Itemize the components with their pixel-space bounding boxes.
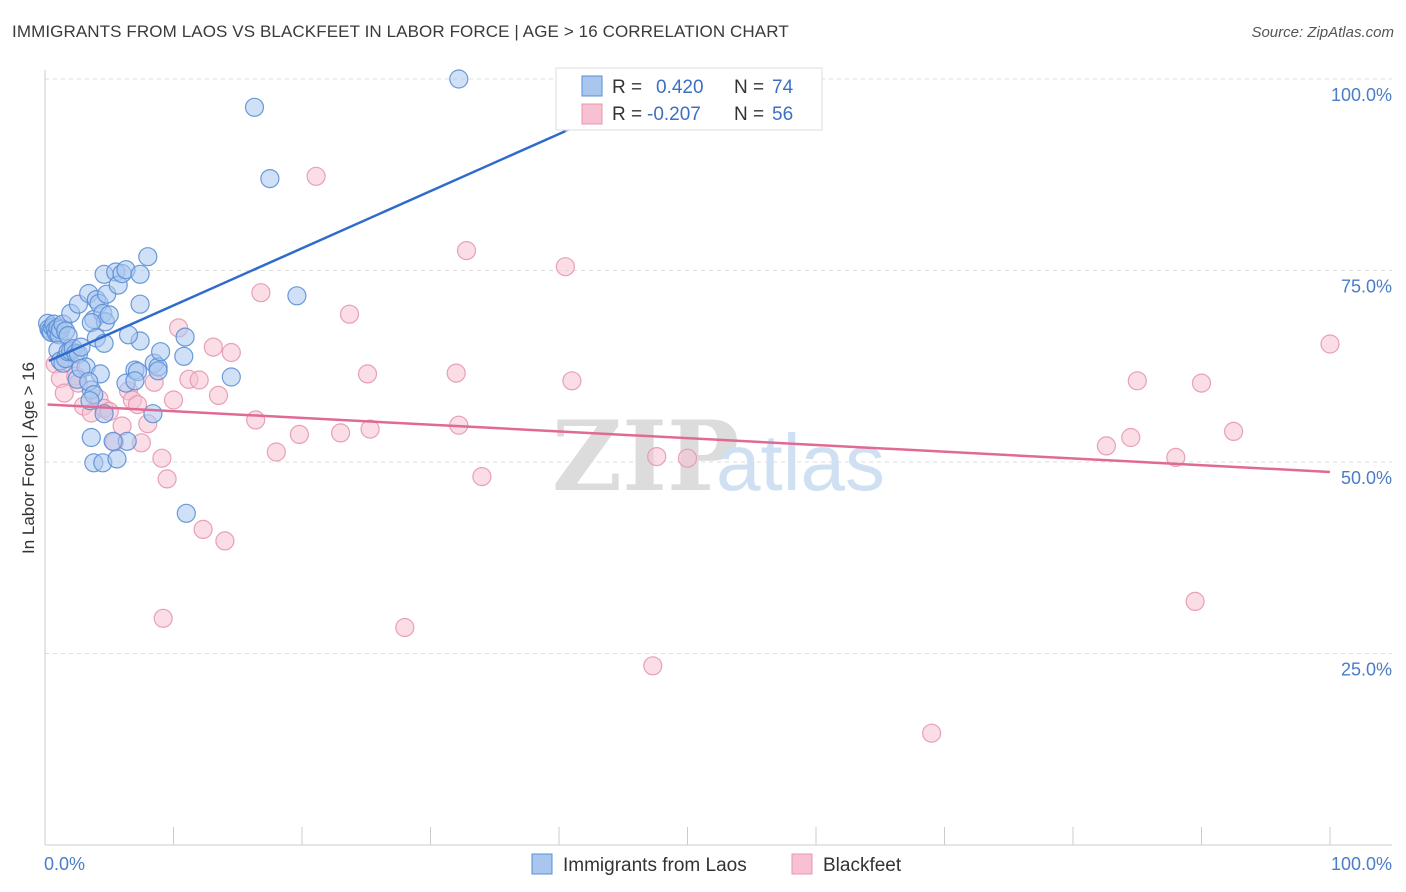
point-blackfeet-22 bbox=[163, 390, 184, 410]
point-blackfeet-43 bbox=[456, 241, 477, 261]
axes bbox=[44, 70, 1392, 846]
point-blackfeet-51 bbox=[1096, 436, 1117, 456]
legend-swatch-blackfeet bbox=[581, 103, 603, 125]
point-blackfeet-45 bbox=[555, 257, 576, 277]
point-laos-50 bbox=[130, 264, 150, 284]
legend-n-value-1: 74 bbox=[772, 77, 794, 98]
point-laos-35 bbox=[99, 305, 119, 325]
source-credit: Source: ZipAtlas.com bbox=[1251, 24, 1394, 41]
legend-r-label-1: R = bbox=[612, 77, 642, 98]
correlation-legend: R = 0.420 N = 74 R = -0.207 N = 56 bbox=[555, 67, 823, 131]
point-laos-59 bbox=[151, 342, 171, 362]
point-laos-62 bbox=[125, 371, 145, 391]
point-blackfeet-19 bbox=[152, 448, 172, 468]
point-laos-52 bbox=[130, 294, 150, 314]
point-laos-75 bbox=[244, 97, 265, 117]
point-blackfeet-31 bbox=[246, 410, 266, 430]
point-blackfeet-36 bbox=[331, 423, 351, 443]
y-tick-label-2: 75.0% bbox=[1341, 277, 1392, 297]
trend-line-laos bbox=[48, 129, 566, 363]
point-blackfeet-50 bbox=[921, 723, 942, 743]
legend-r-value-2: -0.207 bbox=[647, 104, 701, 125]
point-blackfeet-35 bbox=[306, 166, 326, 186]
point-laos-76 bbox=[260, 169, 280, 189]
legend-n-value-2: 56 bbox=[772, 104, 793, 125]
point-blackfeet-28 bbox=[208, 385, 229, 405]
bottom-swatch-blackfeet bbox=[791, 853, 813, 875]
chart-title: IMMIGRANTS FROM LAOS VS BLACKFEET IN LAB… bbox=[12, 22, 789, 41]
bottom-swatch-laos bbox=[531, 853, 553, 875]
point-blackfeet-46 bbox=[562, 371, 582, 391]
bottom-legend-blackfeet: Blackfeet bbox=[823, 855, 902, 876]
y-axis-label: In Labor Force | Age > 16 bbox=[19, 362, 38, 554]
legend-n-label-2: N = bbox=[734, 104, 764, 125]
legend-n-label-1: N = bbox=[734, 77, 764, 98]
legend-swatch-laos bbox=[581, 75, 603, 97]
point-laos-74 bbox=[221, 367, 241, 387]
point-laos-68 bbox=[107, 449, 127, 469]
watermark-atlas: atlas bbox=[716, 418, 885, 507]
point-blackfeet-2 bbox=[54, 383, 74, 403]
point-blackfeet-34 bbox=[289, 424, 309, 444]
series-legend: Immigrants from Laos Blackfeet bbox=[531, 853, 902, 876]
point-blackfeet-56 bbox=[1191, 373, 1212, 393]
watermark-zip: ZIP bbox=[552, 400, 739, 513]
point-blackfeet-44 bbox=[472, 467, 492, 487]
point-laos-64 bbox=[81, 427, 101, 448]
y-tick-label-0: 25.0% bbox=[1341, 660, 1392, 680]
point-blackfeet-29 bbox=[215, 531, 235, 551]
point-blackfeet-57 bbox=[1223, 421, 1244, 441]
bottom-legend-laos: Immigrants from Laos bbox=[563, 855, 747, 876]
y-tick-label-1: 50.0% bbox=[1341, 468, 1392, 488]
point-blackfeet-55 bbox=[1185, 591, 1205, 612]
point-laos-72 bbox=[175, 327, 195, 347]
point-blackfeet-27 bbox=[203, 337, 223, 357]
point-blackfeet-49 bbox=[677, 448, 698, 468]
point-blackfeet-33 bbox=[266, 442, 286, 462]
point-laos-42 bbox=[80, 391, 100, 411]
point-blackfeet-25 bbox=[189, 370, 209, 390]
point-laos-69 bbox=[94, 404, 114, 424]
legend-r-value-1: 0.420 bbox=[656, 77, 704, 98]
point-blackfeet-40 bbox=[395, 617, 415, 638]
legend-r-label-2: R = bbox=[612, 104, 642, 125]
point-blackfeet-21 bbox=[153, 608, 173, 628]
point-blackfeet-26 bbox=[193, 519, 213, 540]
point-blackfeet-47 bbox=[643, 656, 663, 676]
point-laos-77 bbox=[287, 286, 307, 306]
point-blackfeet-32 bbox=[251, 283, 271, 303]
point-laos-73 bbox=[176, 503, 196, 523]
trend-line-blackfeet bbox=[47, 403, 1331, 474]
point-laos-58 bbox=[148, 361, 168, 381]
point-blackfeet-38 bbox=[357, 364, 378, 384]
point-blackfeet-30 bbox=[221, 342, 241, 363]
x-tick-label-1: 100.0% bbox=[1331, 854, 1392, 874]
point-laos-78 bbox=[449, 69, 469, 89]
point-laos-70 bbox=[143, 404, 163, 424]
point-laos-71 bbox=[174, 346, 194, 366]
point-blackfeet-54 bbox=[1166, 447, 1186, 467]
point-blackfeet-20 bbox=[157, 469, 177, 489]
grid-lines bbox=[45, 78, 1392, 654]
x-tick-label-0: 0.0% bbox=[44, 854, 85, 874]
point-blackfeet-39 bbox=[360, 419, 380, 439]
point-blackfeet-52 bbox=[1121, 427, 1141, 448]
point-blackfeet-41 bbox=[446, 363, 466, 383]
data-points bbox=[37, 69, 1340, 743]
point-laos-67 bbox=[103, 431, 123, 451]
point-laos-55 bbox=[138, 247, 158, 267]
point-blackfeet-48 bbox=[647, 447, 667, 467]
y-tick-label-3: 100.0% bbox=[1331, 85, 1392, 105]
x-tick-labels: 0.0% 100.0% bbox=[44, 854, 1392, 874]
point-blackfeet-58 bbox=[1320, 334, 1340, 354]
point-blackfeet-37 bbox=[339, 304, 360, 324]
y-tick-labels: 25.0% 50.0% 75.0% 100.0% bbox=[1331, 85, 1392, 680]
point-blackfeet-53 bbox=[1127, 371, 1147, 391]
